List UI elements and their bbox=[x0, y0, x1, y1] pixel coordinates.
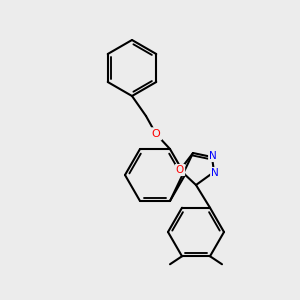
Text: O: O bbox=[176, 165, 184, 175]
Text: N: N bbox=[209, 151, 217, 161]
Text: O: O bbox=[152, 129, 160, 139]
Text: O: O bbox=[152, 129, 160, 139]
Text: N: N bbox=[211, 168, 219, 178]
